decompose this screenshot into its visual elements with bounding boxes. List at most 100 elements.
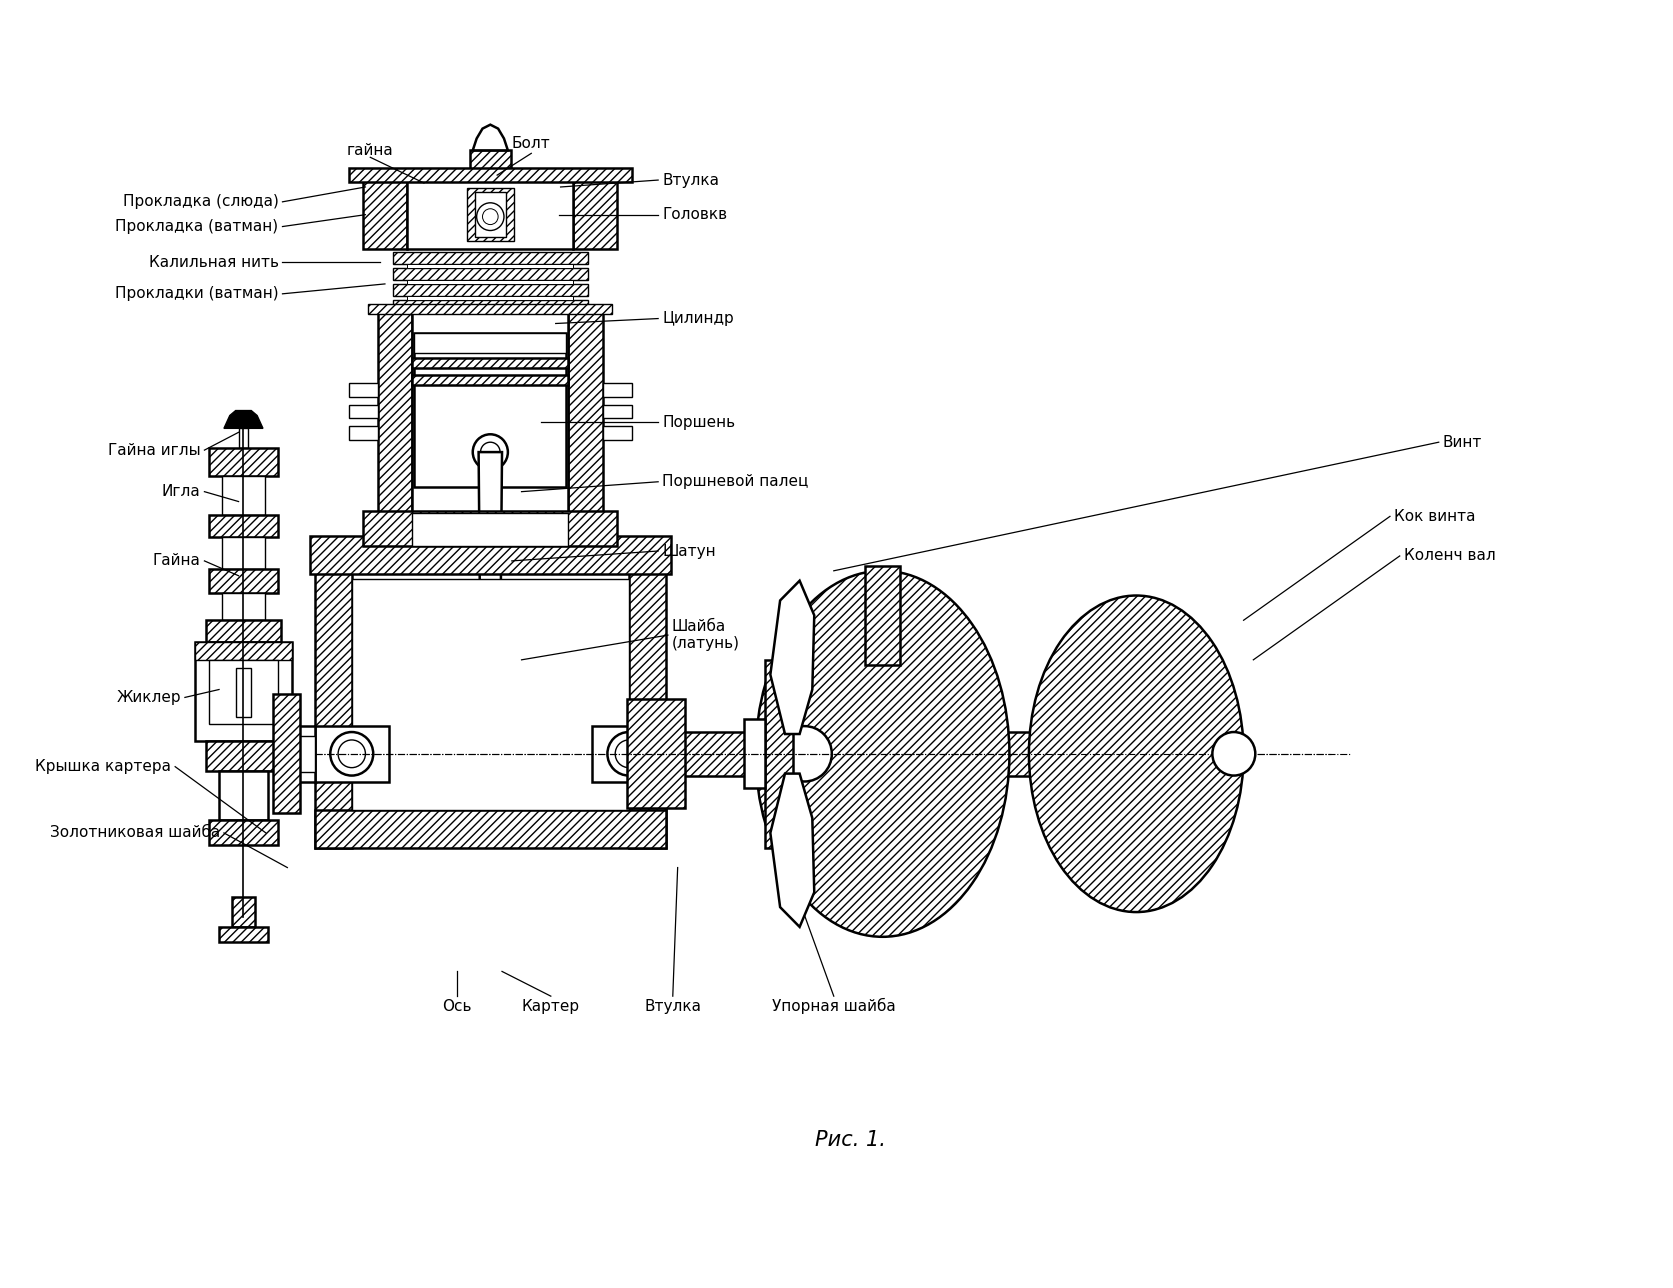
Text: Упорная шайба: Упорная шайба [771, 998, 895, 1014]
Bar [378, 312, 412, 540]
Bar [413, 334, 565, 353]
Bar [348, 383, 378, 397]
Circle shape [460, 645, 519, 705]
Bar [363, 511, 617, 546]
Circle shape [330, 732, 373, 775]
Text: Цилиндр: Цилиндр [661, 310, 733, 326]
Polygon shape [770, 774, 813, 927]
Bar [629, 732, 1233, 775]
Bar [393, 252, 587, 264]
Text: Винт: Винт [1442, 434, 1481, 450]
Circle shape [472, 434, 507, 470]
Bar [206, 621, 281, 641]
Bar [209, 448, 278, 475]
Bar [209, 820, 278, 845]
Text: Кок винта: Кок винта [1394, 509, 1474, 524]
Polygon shape [224, 411, 263, 429]
Bar [315, 810, 666, 848]
Text: Калильная нить: Калильная нить [149, 255, 278, 269]
Circle shape [1211, 732, 1255, 775]
Text: Болт: Болт [512, 137, 550, 151]
Bar [482, 173, 499, 202]
Bar [351, 578, 629, 810]
Bar [572, 180, 617, 250]
Bar [412, 312, 569, 540]
Bar [470, 151, 510, 173]
Text: гайна: гайна [346, 143, 393, 158]
Text: Прокладка (слюда): Прокладка (слюда) [122, 194, 278, 210]
Bar [231, 898, 254, 927]
Bar [467, 188, 514, 241]
Bar [348, 404, 378, 419]
Bar [223, 592, 264, 621]
Circle shape [480, 442, 500, 462]
Bar [602, 383, 631, 397]
Bar [413, 334, 565, 487]
Circle shape [776, 726, 831, 782]
Ellipse shape [1029, 595, 1243, 912]
Text: Шатун: Шатун [661, 544, 716, 559]
Bar [368, 304, 612, 313]
Bar [592, 726, 666, 782]
Bar [194, 641, 293, 741]
Text: Крышка картера: Крышка картера [35, 759, 171, 774]
Bar [407, 264, 572, 268]
Text: Гайна иглы: Гайна иглы [107, 443, 201, 457]
Text: Прокладка (ватман): Прокладка (ватман) [115, 219, 278, 234]
Text: Гайна: Гайна [152, 554, 201, 568]
Circle shape [482, 209, 499, 224]
Bar [209, 659, 278, 724]
Text: Жиклер: Жиклер [117, 690, 181, 705]
Circle shape [472, 657, 507, 693]
Bar [765, 659, 793, 848]
Ellipse shape [755, 571, 1009, 936]
Bar [629, 541, 666, 848]
Text: Игла: Игла [162, 484, 201, 500]
Circle shape [338, 739, 365, 768]
Bar [627, 699, 684, 808]
Bar [412, 514, 569, 546]
Text: Поршневой палец: Поршневой палец [661, 474, 808, 489]
Bar [310, 536, 671, 573]
Text: Шайба
(латунь): Шайба (латунь) [671, 620, 739, 652]
Text: Головкв: Головкв [661, 207, 726, 222]
Bar [407, 279, 572, 283]
Text: Втулка: Втулка [661, 173, 719, 188]
Bar [315, 541, 351, 848]
Bar [393, 300, 587, 312]
Bar [273, 694, 299, 813]
Polygon shape [770, 581, 813, 734]
Bar [569, 312, 602, 540]
Bar [293, 735, 315, 772]
Bar [602, 426, 631, 440]
Circle shape [616, 739, 642, 768]
Bar [194, 641, 293, 659]
Bar [475, 192, 505, 237]
Circle shape [607, 732, 649, 775]
Bar [209, 569, 278, 592]
Bar [209, 515, 278, 537]
Text: Рис. 1.: Рис. 1. [815, 1130, 885, 1150]
Bar [485, 174, 495, 184]
Bar [348, 169, 631, 182]
Bar [315, 726, 388, 782]
Bar [363, 180, 407, 250]
Bar [236, 667, 251, 717]
Text: Поршень: Поршень [661, 415, 734, 430]
Bar [865, 565, 900, 665]
Bar [223, 537, 264, 569]
Bar [412, 358, 569, 368]
Bar [412, 375, 569, 385]
Text: Коленч вал: Коленч вал [1402, 549, 1494, 563]
Bar [223, 475, 264, 515]
Bar [393, 283, 587, 296]
Bar [348, 426, 378, 440]
Circle shape [477, 202, 504, 231]
Bar [743, 719, 765, 788]
Bar [407, 180, 572, 250]
Bar [602, 404, 631, 419]
Text: Ось: Ось [442, 998, 472, 1014]
Bar [219, 927, 268, 942]
Polygon shape [478, 452, 502, 675]
Bar [239, 429, 248, 448]
